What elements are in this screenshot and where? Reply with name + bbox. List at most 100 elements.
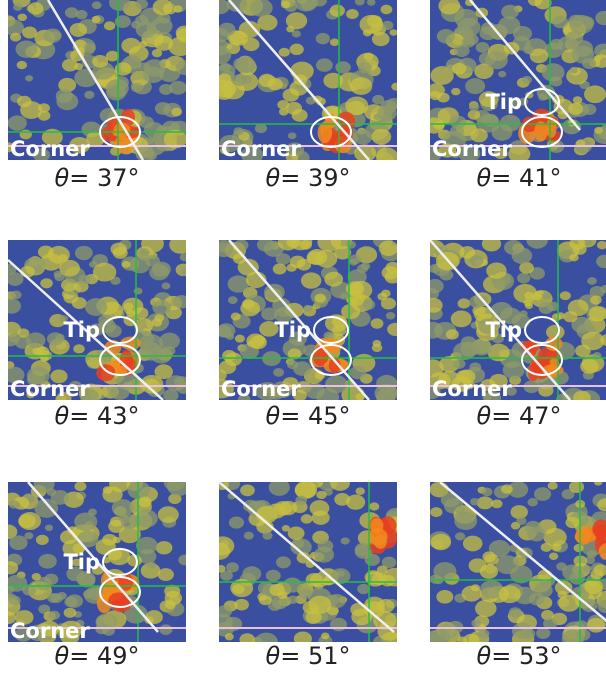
echo-speckle: [154, 314, 164, 322]
echo-speckle: [103, 486, 113, 494]
echo-speckle: [273, 264, 287, 275]
echo-speckle: [292, 109, 308, 122]
echo-speckle: [330, 618, 347, 632]
echo-speckle: [269, 479, 290, 496]
echo-speckle: [13, 3, 22, 11]
corner-label: Corner: [221, 377, 301, 401]
echo-speckle: [147, 562, 156, 569]
hot-spot: [331, 135, 349, 145]
echo-speckle: [334, 493, 350, 506]
echo-speckle: [534, 583, 552, 598]
echo-speckle: [486, 263, 506, 279]
echo-speckle: [169, 81, 186, 95]
echo-speckle: [47, 593, 59, 603]
angle-value: = 45°: [280, 402, 350, 430]
angle-value: = 39°: [280, 164, 350, 192]
echo-speckle: [306, 573, 323, 587]
echo-speckle: [276, 556, 291, 568]
echo-speckle: [534, 487, 551, 501]
echo-speckle: [569, 254, 578, 262]
hot-spot: [96, 364, 115, 381]
echo-speckle: [8, 115, 27, 130]
echo-speckle: [226, 333, 234, 340]
tip-label: Tip: [485, 90, 522, 114]
echo-speckle: [565, 517, 579, 528]
theta-symbol: θ: [266, 642, 281, 670]
echo-speckle: [4, 593, 13, 600]
tip-label: Tip: [274, 318, 311, 342]
echo-speckle: [283, 578, 302, 593]
echo-speckle: [16, 41, 38, 58]
echo-speckle: [176, 60, 195, 75]
angle-value: = 47°: [491, 402, 561, 430]
echo-speckle: [555, 581, 573, 595]
echo-speckle: [482, 236, 501, 251]
echo-speckle: [376, 147, 398, 164]
echo-speckle: [272, 597, 288, 609]
echo-speckle: [2, 299, 21, 314]
echo-speckle: [10, 33, 21, 42]
echo-speckle: [573, 391, 591, 405]
echo-speckle: [102, 534, 117, 546]
echo-speckle: [135, 510, 157, 528]
echo-speckle: [584, 579, 603, 594]
echo-speckle: [359, 15, 383, 34]
echo-speckle: [25, 75, 33, 81]
panel: [424, 479, 606, 648]
echo-speckle: [584, 85, 606, 103]
echo-speckle: [499, 585, 521, 603]
echo-speckle: [536, 628, 550, 639]
echo-speckle: [250, 335, 267, 349]
echo-speckle: [255, 123, 267, 133]
echo-speckle: [330, 39, 339, 46]
echo-speckle: [563, 311, 577, 322]
echo-speckle: [32, 573, 41, 580]
echo-speckle: [226, 562, 239, 572]
echo-speckle: [330, 475, 350, 491]
echo-speckle: [315, 294, 326, 303]
caption: θ= 43°: [55, 402, 140, 430]
caption: θ= 41°: [477, 164, 562, 192]
echo-speckle: [262, 532, 272, 540]
echo-speckle: [458, 298, 471, 308]
theta-symbol: θ: [477, 402, 492, 430]
echo-speckle: [256, 506, 278, 523]
echo-speckle: [22, 26, 37, 38]
echo-speckle: [91, 16, 100, 23]
echo-speckle: [240, 484, 255, 496]
echo-speckle: [215, 242, 233, 257]
echo-speckle: [437, 29, 455, 43]
echo-speckle: [587, 550, 597, 558]
echo-speckle: [112, 499, 134, 517]
echo-speckle: [290, 44, 304, 55]
theta-symbol: θ: [55, 402, 70, 430]
echo-speckle: [106, 84, 126, 100]
echo-speckle: [457, 18, 480, 37]
echo-speckle: [17, 61, 27, 69]
echo-speckle: [376, 389, 396, 405]
echo-speckle: [436, 590, 453, 604]
echo-speckle: [178, 554, 192, 565]
echo-speckle: [372, 32, 390, 46]
angle-value: = 49°: [69, 642, 139, 670]
echo-speckle: [9, 535, 27, 550]
echo-speckle: [549, 553, 558, 560]
caption: θ= 47°: [477, 402, 562, 430]
angle-value: = 41°: [491, 164, 561, 192]
echo-speckle: [233, 58, 249, 71]
echo-speckle: [173, 295, 190, 308]
echo-speckle: [242, 566, 261, 581]
echo-speckle: [477, 496, 493, 509]
echo-speckle: [295, 496, 307, 505]
echo-speckle: [228, 296, 238, 304]
theta-symbol: θ: [266, 164, 281, 192]
echo-speckle: [463, 536, 483, 552]
echo-speckle: [18, 14, 27, 21]
echo-speckle: [469, 362, 481, 371]
echo-speckle: [501, 484, 513, 493]
echo-speckle: [424, 117, 444, 133]
echo-speckle: [350, 77, 372, 95]
echo-speckle: [121, 38, 140, 54]
